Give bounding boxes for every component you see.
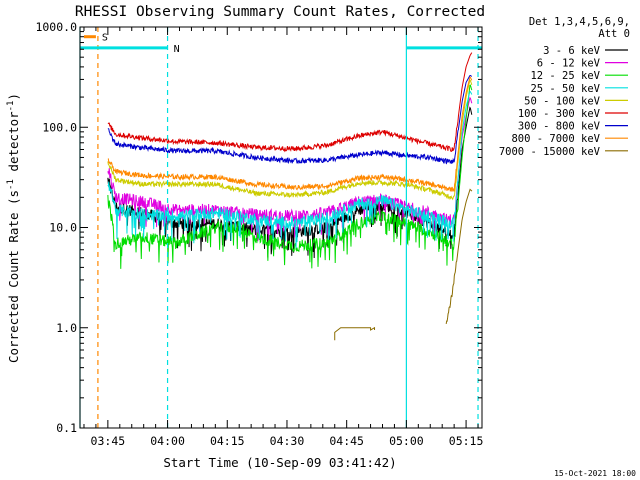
legend-entry-label: 800 - 7000 keV (511, 133, 600, 145)
x-tick-label: 04:30 (270, 434, 305, 448)
legend-entry-label: 6 - 12 keV (537, 58, 601, 70)
y-tick-label: 0.1 (56, 421, 77, 435)
legend-entry-label: 12 - 25 keV (530, 70, 600, 82)
legend-entry-label: 300 - 800 keV (518, 121, 601, 133)
legend-entry-label: 50 - 100 keV (524, 95, 601, 107)
series-line (107, 84, 473, 269)
x-tick-label: 04:00 (150, 434, 185, 448)
y-tick-label: 10.0 (49, 221, 77, 235)
y-label-main: Corrected Count Rate (s (6, 190, 21, 363)
x-tick-label: 05:15 (449, 434, 484, 448)
legend-entry-label: 3 - 6 keV (543, 45, 601, 57)
y-axis-label: Corrected Count Rate (s-1 detector-1) (6, 93, 21, 363)
chart-title: RHESSI Observing Summary Count Rates, Co… (75, 4, 485, 20)
series-line (107, 91, 473, 249)
flag-bar-label: S (102, 33, 108, 44)
legend-header: Att 0 (598, 28, 630, 40)
footer-timestamp: 15-Oct-2021 18:00 (554, 469, 636, 478)
series-line (107, 74, 473, 165)
y-tick-label: 100.0 (42, 120, 77, 134)
legend-header: Det 1,3,4,5,6,9, (529, 16, 630, 28)
x-axis: 03:45 04:00 04:15 04:30 04:45 05:00 05:15 (83, 27, 484, 448)
x-axis-label: Start Time (10-Sep-09 03:41:42) (163, 455, 396, 470)
y-tick-label: 1000.0 (35, 20, 77, 34)
legend-entry-label: 7000 - 15000 keV (499, 146, 601, 158)
series-line (445, 188, 473, 325)
series-line (107, 76, 473, 192)
y-axis: 0.1 1.0 10.0 100.0 1000.0 (35, 20, 482, 435)
x-tick-label: 03:45 (91, 434, 126, 448)
x-tick-label: 04:45 (329, 434, 364, 448)
legend-entry-label: 100 - 300 keV (518, 108, 601, 120)
y-tick-label: 1.0 (56, 321, 77, 335)
series-fragment (334, 326, 376, 341)
series-line (107, 79, 473, 201)
series-line (107, 52, 473, 153)
x-tick-label: 05:00 (389, 434, 424, 448)
x-tick-label: 04:15 (210, 434, 245, 448)
y-label-mid: detector (6, 111, 21, 179)
y-label-sup-1: -1 (6, 179, 16, 190)
legend-entry-label: 25 - 50 keV (530, 83, 600, 95)
y-label-sup-2: -1 (6, 101, 16, 112)
flag-bar-label: N (174, 44, 180, 55)
plot-series (107, 52, 473, 341)
y-label-end: ) (6, 93, 21, 101)
